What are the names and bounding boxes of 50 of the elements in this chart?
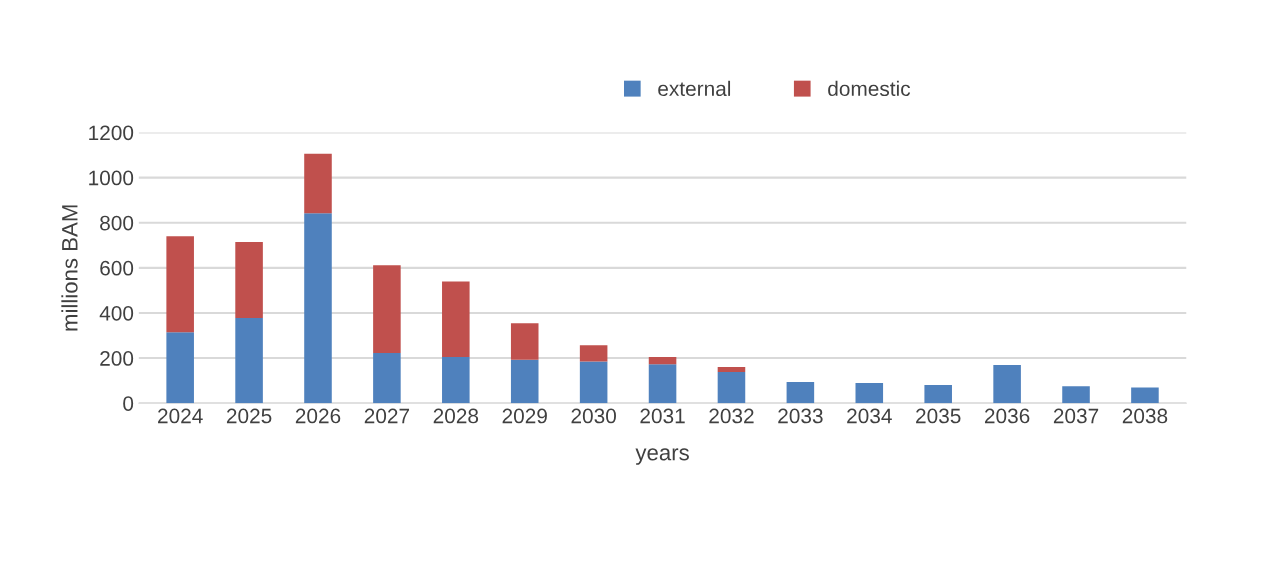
x-tick-label: 2030: [571, 408, 616, 424]
y-tick-label: 1000: [89, 170, 134, 186]
x-axis-title: years: [635, 448, 689, 465]
y-axis-title: millions BAM: [61, 205, 78, 331]
x-tick-label: 2035: [916, 408, 961, 424]
legend-label: external: [658, 80, 731, 97]
x-tick-label: 2024: [158, 408, 203, 424]
bar: [579, 361, 608, 404]
y-tick-label: 1200: [89, 125, 134, 141]
legend-label: domestic: [828, 80, 911, 97]
x-tick-label: 2025: [226, 408, 272, 424]
bar: [304, 153, 332, 214]
bar: [924, 384, 952, 404]
x-tick-label: 2029: [502, 408, 547, 424]
bar: [993, 365, 1021, 404]
y-tick-label: 600: [100, 260, 134, 276]
bar: [442, 356, 470, 404]
bar: [717, 366, 746, 373]
x-tick-label: 2032: [709, 408, 754, 424]
x-tick-label: 2031: [640, 408, 685, 424]
y-tick-label: 400: [99, 305, 134, 321]
x-tick-label: 2026: [295, 408, 341, 424]
bar: [717, 372, 746, 404]
bar: [1062, 386, 1090, 404]
bar: [648, 356, 677, 365]
x-tick-label: 2028: [433, 408, 479, 424]
bar: [855, 383, 884, 404]
bar: [304, 213, 332, 404]
bar: [510, 359, 539, 404]
bar: [1131, 387, 1159, 404]
x-tick-label: 2034: [847, 408, 892, 424]
y-tick-label: 800: [100, 215, 134, 231]
y-tick-label: 200: [100, 351, 134, 366]
bar: [442, 281, 470, 357]
x-tick-label: 2038: [1122, 408, 1168, 424]
x-tick-label: 2036: [984, 408, 1030, 424]
bar: [373, 265, 401, 353]
x-tick-label: 2033: [778, 408, 823, 424]
bar: [648, 364, 677, 404]
bar: [373, 352, 401, 404]
bar: [579, 345, 608, 362]
x-tick-label: 2037: [1053, 408, 1099, 424]
bar: [510, 323, 539, 360]
y-tick-label: 0: [123, 396, 134, 411]
bar: [235, 241, 263, 318]
bar: [166, 332, 194, 404]
bar: [786, 381, 815, 404]
bar: [235, 317, 263, 404]
x-tick-label: 2027: [364, 408, 410, 424]
bar: [166, 236, 194, 333]
